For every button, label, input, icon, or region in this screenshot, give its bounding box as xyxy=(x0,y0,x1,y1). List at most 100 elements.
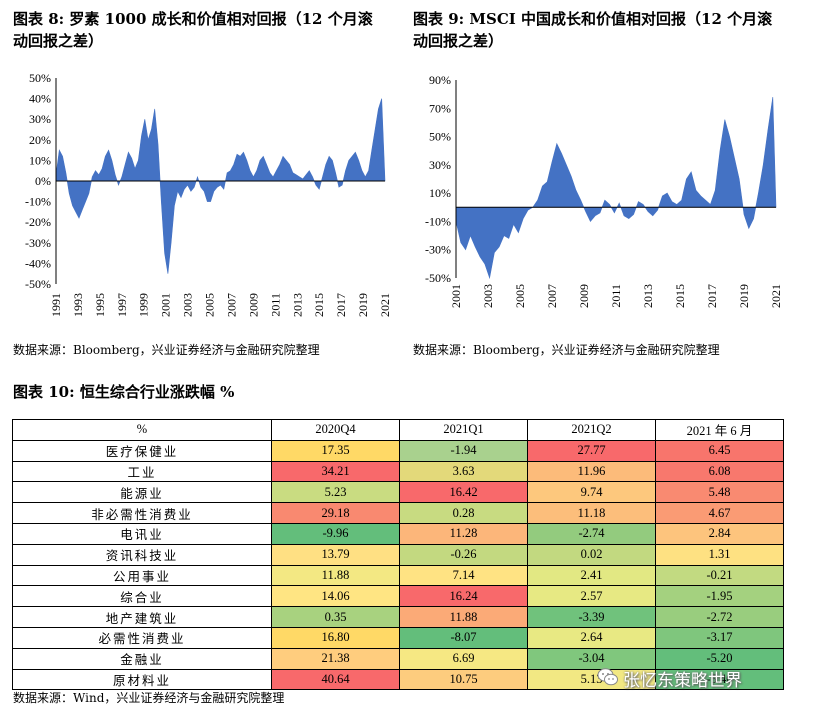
table-cell: 16.42 xyxy=(399,481,528,504)
chart9-x-tick-label: 2001 xyxy=(449,284,463,308)
chart9-source: 数据来源：Bloomberg，兴业证券经济与金融研究院整理 xyxy=(413,343,720,357)
row-industry-name: 地产建筑业 xyxy=(12,606,272,628)
row-industry-name: 非必需性消费业 xyxy=(12,502,272,524)
table-cell: -1.94 xyxy=(399,439,528,462)
table-cell: -1.95 xyxy=(655,585,784,608)
chart8-title: 图表 8: 罗素 1000 成长和价值相对回报（12 个月滚 动回报之差） xyxy=(13,8,373,52)
chart8-x-tick-label: 1999 xyxy=(137,293,151,317)
table-cell: 2.84 xyxy=(655,522,784,545)
header-2021q1: 2021Q1 xyxy=(399,419,528,441)
header-2020q4: 2020Q4 xyxy=(271,419,400,441)
row-industry-name: 公用事业 xyxy=(12,564,272,587)
chart9-x-tick-label: 2011 xyxy=(609,284,623,308)
table-cell: 11.18 xyxy=(527,502,656,524)
chart9-y-tick-label: -30% xyxy=(425,243,451,257)
chart8-x-tick-label: 1995 xyxy=(93,293,107,317)
table-cell: 21.38 xyxy=(271,647,400,670)
row-industry-name: 金融业 xyxy=(12,647,272,670)
table10-source: 数据来源：Wind，兴业证券经济与金融研究院整理 xyxy=(13,691,285,705)
table-cell: 5.23 xyxy=(271,481,400,504)
table-cell: 5.13 xyxy=(527,668,656,691)
chart8-x-tick-label: 2005 xyxy=(203,293,217,317)
wechat-icon xyxy=(597,668,618,686)
table-cell: -3.04 xyxy=(527,647,656,670)
table-cell: 11.88 xyxy=(271,564,400,587)
table-cell: -8.07 xyxy=(399,626,528,649)
table-cell: 2.64 xyxy=(527,626,656,649)
chart9-y-tick-label: 50% xyxy=(429,130,451,144)
chart9-y-tick-label: 90% xyxy=(429,73,451,87)
chart8-x-tick-label: 1997 xyxy=(115,293,129,317)
chart8-y-tick-label: 50% xyxy=(29,71,51,85)
chart9-x-tick-label: 2015 xyxy=(673,284,687,308)
table-cell: 10.75 xyxy=(399,668,528,691)
table-cell: 9.74 xyxy=(527,481,656,504)
table-cell: 2.57 xyxy=(527,585,656,608)
chart9-series-area xyxy=(455,96,777,280)
table-cell: 16.24 xyxy=(399,585,528,608)
chart8-x-tick-label: 2019 xyxy=(356,293,370,317)
chart8-title-line2: 动回报之差） xyxy=(13,32,104,50)
chart8-source: 数据来源：Bloomberg，兴业证券经济与金融研究院整理 xyxy=(13,343,320,357)
watermark: 张忆东策略世界 xyxy=(597,664,787,691)
chart8-series-area xyxy=(55,98,386,274)
table-cell: 6.08 xyxy=(655,460,784,483)
chart9-y-tick-label: 30% xyxy=(429,158,451,172)
table-cell: 34.21 xyxy=(271,460,400,483)
table-cell: 6.45 xyxy=(655,439,784,462)
table-cell: 0.35 xyxy=(271,606,400,628)
chart9-x-tick-label: 2007 xyxy=(545,284,559,308)
chart9-x-tick-label: 2019 xyxy=(737,284,751,308)
chart9-x-tick-label: 2013 xyxy=(641,284,655,308)
header-2021-june: 2021 年 6 月 xyxy=(655,419,784,441)
chart8-y-tick-label: -50% xyxy=(25,277,51,291)
table-cell: 29.18 xyxy=(271,502,400,524)
chart8-y-tick-label: 0% xyxy=(35,174,51,188)
table-cell: 2.41 xyxy=(527,564,656,587)
chart8-x-tick-label: 2017 xyxy=(334,293,348,317)
table-row: 能源业 5.23 16.42 9.74 5.48 xyxy=(12,481,784,504)
table-row: 医疗保健业 17.35 -1.94 27.77 6.45 xyxy=(12,439,784,462)
header-unit: % xyxy=(12,419,272,441)
table-row: 原材料业 40.64 10.75 5.13 -5.40 xyxy=(12,668,784,691)
table-row: 地产建筑业 0.35 11.88 -3.39 -2.72 xyxy=(12,606,784,628)
row-industry-name: 能源业 xyxy=(12,481,272,504)
table-cell: -2.72 xyxy=(655,606,784,628)
table-cell: -3.39 xyxy=(527,606,656,628)
row-industry-name: 工业 xyxy=(12,460,272,483)
table-cell: 27.77 xyxy=(527,439,656,462)
table-cell: 3.63 xyxy=(399,460,528,483)
chart8-x-tick-label: 2011 xyxy=(268,293,282,317)
table-cell: 14.06 xyxy=(271,585,400,608)
chart8-x-tick-label: 2009 xyxy=(246,293,260,317)
table-row: 非必需性消费业 29.18 0.28 11.18 4.67 xyxy=(12,502,784,524)
table-cell: -3.17 xyxy=(655,626,784,649)
chart9-title-line1: 图表 9: MSCI 中国成长和价值相对回报（12 个月滚 xyxy=(413,10,773,28)
chart9-y-tick-label: 10% xyxy=(429,186,451,200)
chart8-x-tick-label: 2021 xyxy=(378,293,392,317)
chart9-y-tick-label: 70% xyxy=(429,101,451,115)
table-cell: 16.80 xyxy=(271,626,400,649)
table-header-row: % 2020Q4 2021Q1 2021Q2 2021 年 6 月 xyxy=(12,419,784,441)
table-cell: 5.48 xyxy=(655,481,784,504)
chart9-area-chart: 90% 70% 50% 30% 10% -10% -30% -50%2001 2003 2005 2… xyxy=(425,73,783,308)
chart8-title-line1: 图表 8: 罗素 1000 成长和价值相对回报（12 个月滚 xyxy=(13,10,373,28)
chart8-x-tick-label: 2003 xyxy=(181,293,195,317)
chart9-x-tick-label: 2021 xyxy=(769,284,783,308)
chart8-y-tick-label: 10% xyxy=(29,153,51,167)
chart8-y-tick-label: -40% xyxy=(25,256,51,270)
table-cell: -5.40 xyxy=(655,668,784,691)
table-row: 资讯科技业 13.79 -0.26 0.02 1.31 xyxy=(12,543,784,566)
table-cell: 0.28 xyxy=(399,502,528,524)
chart8-x-tick-label: 1991 xyxy=(49,293,63,317)
table-row: 电讯业 -9.96 11.28 -2.74 2.84 xyxy=(12,522,784,545)
table-cell: 11.88 xyxy=(399,606,528,628)
table-cell: 6.69 xyxy=(399,647,528,670)
chart8-x-tick-label: 1993 xyxy=(71,293,85,317)
chart8-x-tick-label: 2013 xyxy=(290,293,304,317)
chart9-x-tick-label: 2009 xyxy=(577,284,591,308)
chart8-x-tick-label: 2015 xyxy=(312,293,326,317)
table-cell: 40.64 xyxy=(271,668,400,691)
chart8-y-tick-label: -20% xyxy=(25,215,51,229)
table-cell: 4.67 xyxy=(655,502,784,524)
